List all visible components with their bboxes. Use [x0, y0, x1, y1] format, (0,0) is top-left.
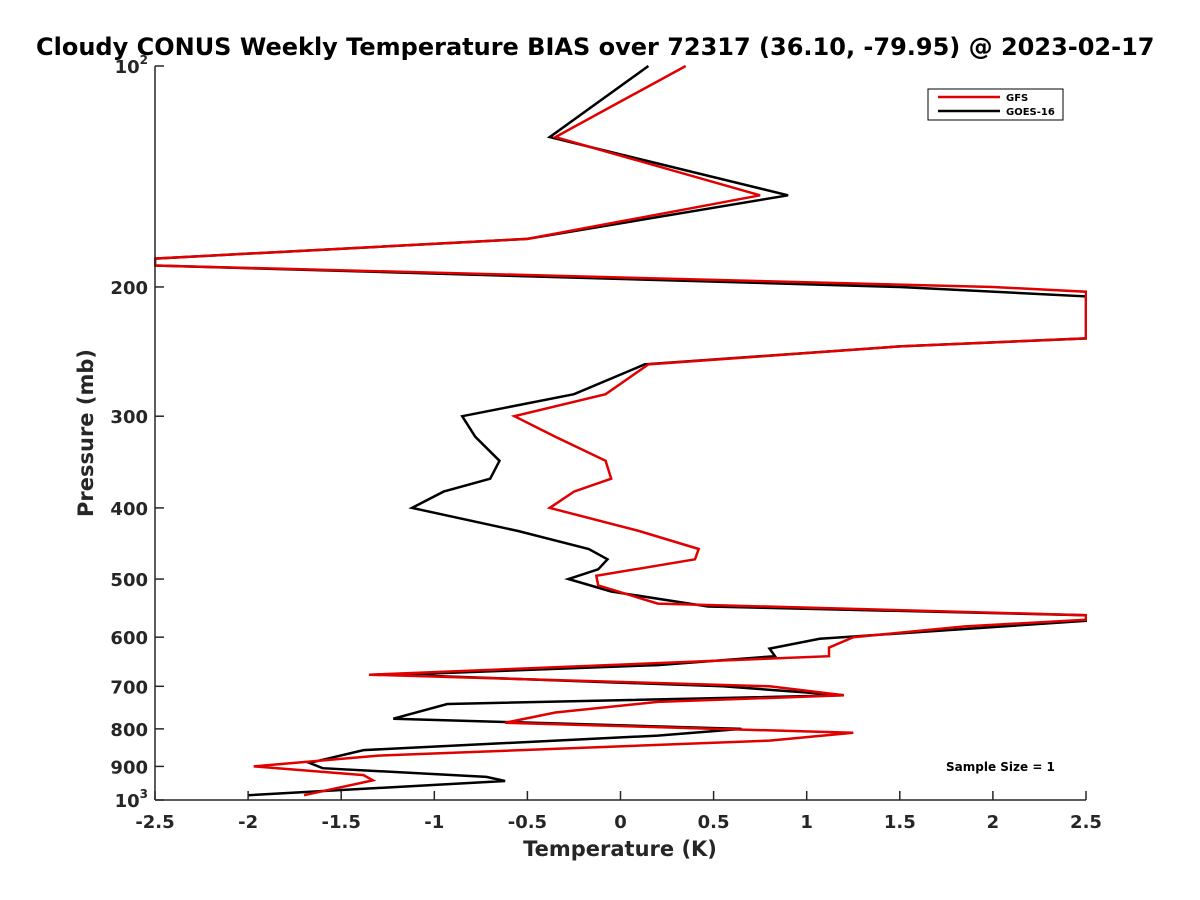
x-tick-label: 2.5 [1070, 812, 1102, 833]
y-tick-label: 700 [110, 677, 148, 698]
x-tick-label: 1.5 [884, 812, 916, 833]
y-ticks: 102 200 300 400 500 600 700 800 900 103 [110, 53, 164, 812]
plot-area [155, 66, 1086, 800]
x-tick-label: -1 [424, 812, 444, 833]
x-axis-label: Temperature (K) [523, 837, 717, 861]
chart-title: Cloudy CONUS Weekly Temperature BIAS ove… [36, 33, 1154, 61]
legend: GFS GOES-16 [927, 88, 1064, 121]
y-axis-label: Pressure (mb) [74, 349, 98, 517]
y-tick-label: 300 [110, 407, 148, 428]
y-tick-label: 500 [110, 570, 148, 591]
x-tick-label: 0.5 [698, 812, 730, 833]
x-tick-label: 1 [800, 812, 813, 833]
y-tick-label: 900 [110, 757, 148, 778]
x-ticks: -2.5 -2 -1.5 -1 -0.5 0 0.5 1 1.5 2 2.5 [135, 791, 1102, 833]
x-tick-label: -2.5 [135, 812, 174, 833]
x-tick-label: -0.5 [508, 812, 547, 833]
sample-size-annotation: Sample Size = 1 [946, 760, 1055, 774]
y-tick-label: 600 [110, 628, 148, 649]
x-tick-label: 0 [614, 812, 627, 833]
y-tick-label: 400 [110, 499, 148, 520]
x-tick-label: -2 [238, 812, 258, 833]
series-group [154, 65, 1087, 797]
legend-label-goes16: GOES-16 [1006, 107, 1055, 118]
legend-label-gfs: GFS [1006, 93, 1028, 104]
y-tick-label: 103 [115, 787, 148, 812]
x-tick-label: -1.5 [322, 812, 361, 833]
legend-box [927, 88, 1064, 121]
y-tick-label: 200 [110, 278, 148, 299]
y-tick-label: 102 [115, 53, 148, 78]
y-tick-label: 800 [110, 720, 148, 741]
series-line-gfs [154, 65, 1087, 797]
x-tick-label: 2 [987, 812, 1000, 833]
